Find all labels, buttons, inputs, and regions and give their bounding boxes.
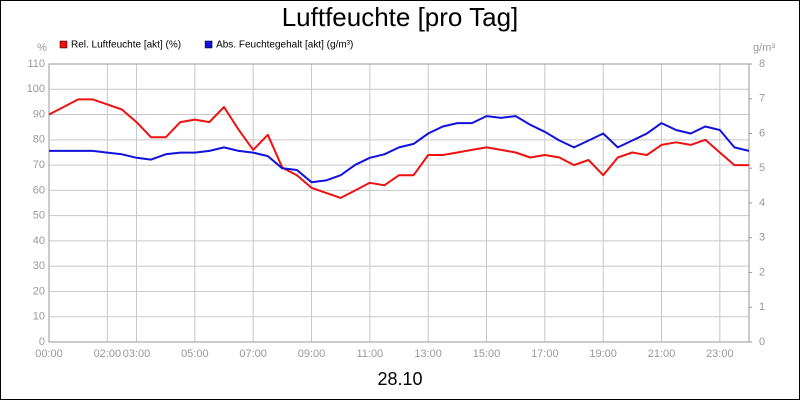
y-tick-label: 30 [33,260,45,272]
x-tick-label: 05:00 [181,348,209,360]
legend: Rel. Luftfeuchte [akt] (%) Abs. Feuchtege… [59,40,353,51]
y2-tick-label: 2 [759,266,765,278]
y2-tick-label: 4 [759,197,765,209]
x-tick-label: 02:00 [94,348,122,360]
legend-swatch [59,40,68,49]
y-tick-label: 40 [33,235,45,247]
y2-tick-label: 0 [759,336,765,348]
y2-tick-label: 5 [759,162,765,174]
y-tick-label: 60 [33,184,45,196]
y2-tick-label: 3 [759,232,765,244]
x-tick-label: 23:00 [706,348,734,360]
y-axis-label: % [37,42,47,54]
legend-swatch [204,40,213,49]
y-tick-label: 90 [33,108,45,120]
y-tick-label: 110 [27,58,45,70]
legend-label: Abs. Feuchtegehalt [akt] (g/m³) [216,40,353,51]
plot-border [48,63,750,343]
y-tick-label: 50 [33,210,45,222]
y2-axis-label: g/m³ [753,42,775,54]
y2-tick-label: 8 [759,58,765,70]
x-tick-label: 13:00 [414,348,442,360]
y2-tick-label: 1 [759,301,765,313]
plot-area [48,63,750,343]
y2-tick-label: 6 [759,127,765,139]
y-tick-label: 80 [33,134,45,146]
x-axis-label: 28.10 [377,369,422,389]
x-tick-label: 07:00 [239,348,267,360]
y-tick-label: 0 [39,336,45,348]
x-tick-label: 09:00 [298,348,326,360]
x-tick-label: 00:00 [35,348,63,360]
x-tick-label: 15:00 [473,348,501,360]
y-tick-label: 20 [33,285,45,297]
x-tick-label: 21:00 [648,348,676,360]
series-line [49,115,750,184]
x-tick-label: 11:00 [356,348,383,360]
x-tick-label: 17:00 [531,348,559,360]
series-line [48,98,749,199]
chart-title: Luftfeuchte [pro Tag] [282,2,519,32]
y-tick-label: 10 [33,311,45,323]
x-tick-label: 03:00 [123,348,151,360]
x-tick-label: 19:00 [589,348,617,360]
y-tick-label: 100 [27,83,45,95]
y2-tick-label: 7 [759,93,765,105]
legend-label: Rel. Luftfeuchte [akt] (%) [71,40,181,51]
y-tick-label: 70 [33,159,45,171]
